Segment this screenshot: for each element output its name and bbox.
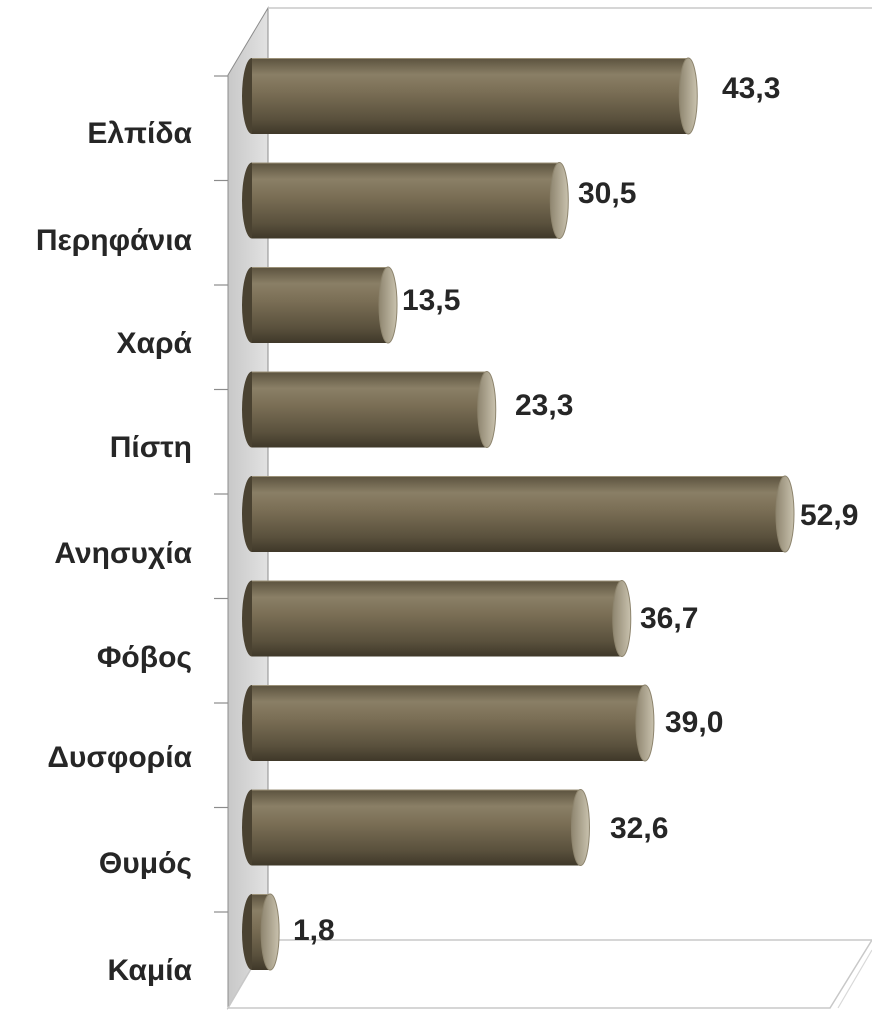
bar-end-cap [612,580,632,657]
floor [226,939,872,1009]
category-label: Πίστη [110,431,192,464]
value-label: 30,5 [578,177,636,210]
bar-body [252,267,389,343]
bar-7 [242,684,655,762]
category-label: Χαρά [117,327,193,360]
bar-8 [242,789,590,866]
bar-4 [242,371,497,448]
bar-body [252,162,560,239]
value-labels: 43,3 30,5 13,5 23,3 52,9 36,7 39,0 32,6 1,8 [293,72,858,947]
category-label: Φόβος [97,641,192,674]
value-label: 52,9 [800,499,858,532]
bar-end-cap [477,371,497,448]
bar-end-cap [260,893,280,971]
value-label: 23,3 [515,389,573,422]
bar-end-cap [775,475,795,553]
bars-group [242,57,795,971]
bar-body [252,789,581,866]
bar-end-cap [549,162,569,239]
value-label: 43,3 [722,72,780,105]
bar-body [252,685,645,761]
bar-3 [242,266,398,344]
bar-end-cap [570,789,590,866]
category-label: Δυσφορία [47,741,192,774]
category-label: Περηφάνια [36,224,193,257]
bar-1 [242,57,698,135]
value-label: 39,0 [665,706,723,739]
bar-2 [242,162,569,239]
bar-end-cap [678,57,698,135]
value-label: 1,8 [293,914,335,947]
bar-body [252,580,622,657]
bar-9 [242,893,280,971]
category-labels: Ελπίδα Περηφάνια Χαρά Πίστη Ανησυχία Φόβος Δυσ… [36,117,193,987]
value-label: 32,6 [610,812,668,845]
bar-body [252,371,487,448]
floor-edge [837,949,872,1009]
category-label: Ανησυχία [54,537,192,570]
category-label: Ελπίδα [87,117,192,150]
value-label: 13,5 [402,284,460,317]
bar-end-cap [378,266,398,344]
category-label: Καμία [107,954,192,987]
category-axis-ticks [214,75,228,1018]
bar-5 [242,475,795,553]
value-label: 36,7 [640,602,698,635]
bar-6 [242,580,632,657]
bar-body [252,58,689,134]
category-label: Θυμός [99,847,192,880]
bar-body [252,476,785,552]
bar-end-cap [635,684,655,762]
